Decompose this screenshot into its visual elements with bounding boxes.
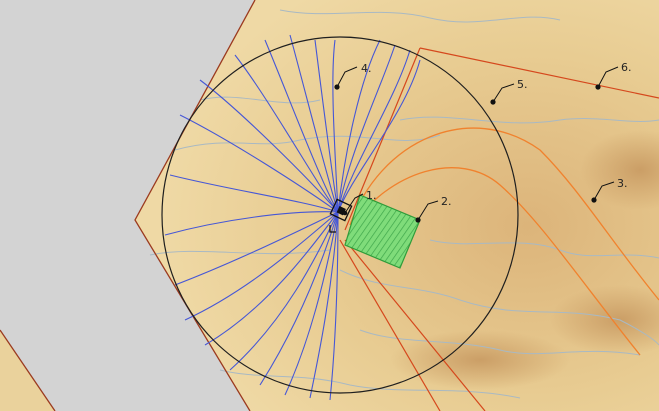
callout-4-label: 4. bbox=[361, 62, 372, 75]
terrain-area bbox=[135, 0, 659, 411]
callout-3-label: 3. bbox=[617, 177, 628, 190]
blue-fan-lines bbox=[164, 34, 421, 401]
callout-5: 5. bbox=[490, 78, 528, 105]
terrain-shade-mid bbox=[390, 330, 570, 390]
range-circle[interactable] bbox=[161, 36, 519, 394]
callout-2: 2. bbox=[415, 195, 452, 223]
callout-3: 3. bbox=[591, 177, 628, 203]
red-lines bbox=[339, 47, 659, 411]
orange-lines bbox=[349, 127, 659, 356]
boundary-line bbox=[134, 0, 256, 411]
callout-5-label: 5. bbox=[517, 78, 528, 91]
callout-4: 4. bbox=[334, 62, 372, 90]
terrain-shade-lower-right bbox=[550, 285, 659, 355]
green-hatched-area[interactable] bbox=[344, 194, 421, 269]
boundary-line-bottom-left bbox=[0, 329, 56, 411]
callout-2-label: 2. bbox=[441, 195, 452, 208]
callout-6-label: 6. bbox=[621, 61, 632, 74]
callout-6: 6. bbox=[595, 61, 632, 90]
callout-1: 1. bbox=[342, 189, 377, 216]
callout-1-label: 1. bbox=[366, 189, 377, 202]
